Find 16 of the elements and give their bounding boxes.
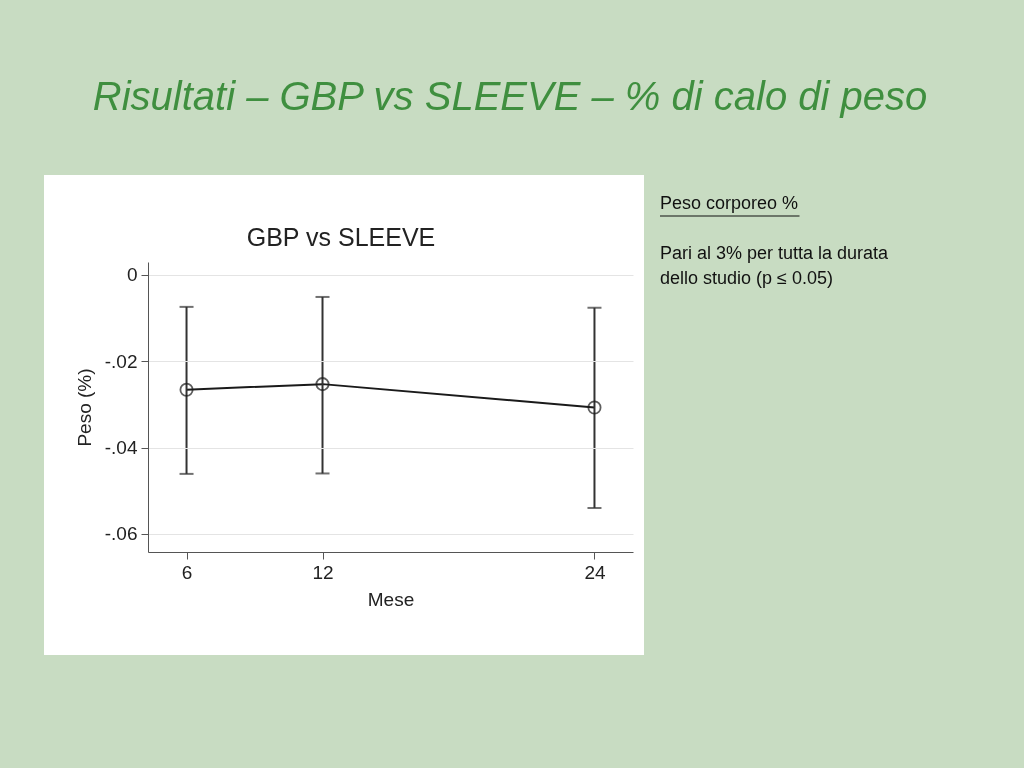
y-tick-label: -.06 (104, 523, 138, 545)
point (587, 400, 602, 415)
point (315, 377, 330, 392)
chart-title: Risultati – GBP vs SLEEVE – % di calo di peso (92, 74, 928, 118)
chart-subtitle: GBP vs SLEEVE (246, 223, 436, 251)
x-tick-label: 24 (584, 561, 606, 583)
text: Peso corporeo % (660, 193, 799, 213)
x-tick-label: 12 (312, 561, 334, 583)
x-tick-label: 6 (181, 561, 193, 583)
point (179, 382, 194, 397)
y-tick-label: -.04 (104, 437, 138, 459)
text: Pari al 3% per tutta la durata dello studio (p ≤ 0.05) (660, 243, 890, 288)
y-tick-label: -.02 (104, 350, 138, 372)
x-axis-title: Mese (367, 588, 415, 610)
y-tick-label: 0 (126, 264, 138, 286)
y-axis-title: Peso (%) (73, 368, 95, 447)
